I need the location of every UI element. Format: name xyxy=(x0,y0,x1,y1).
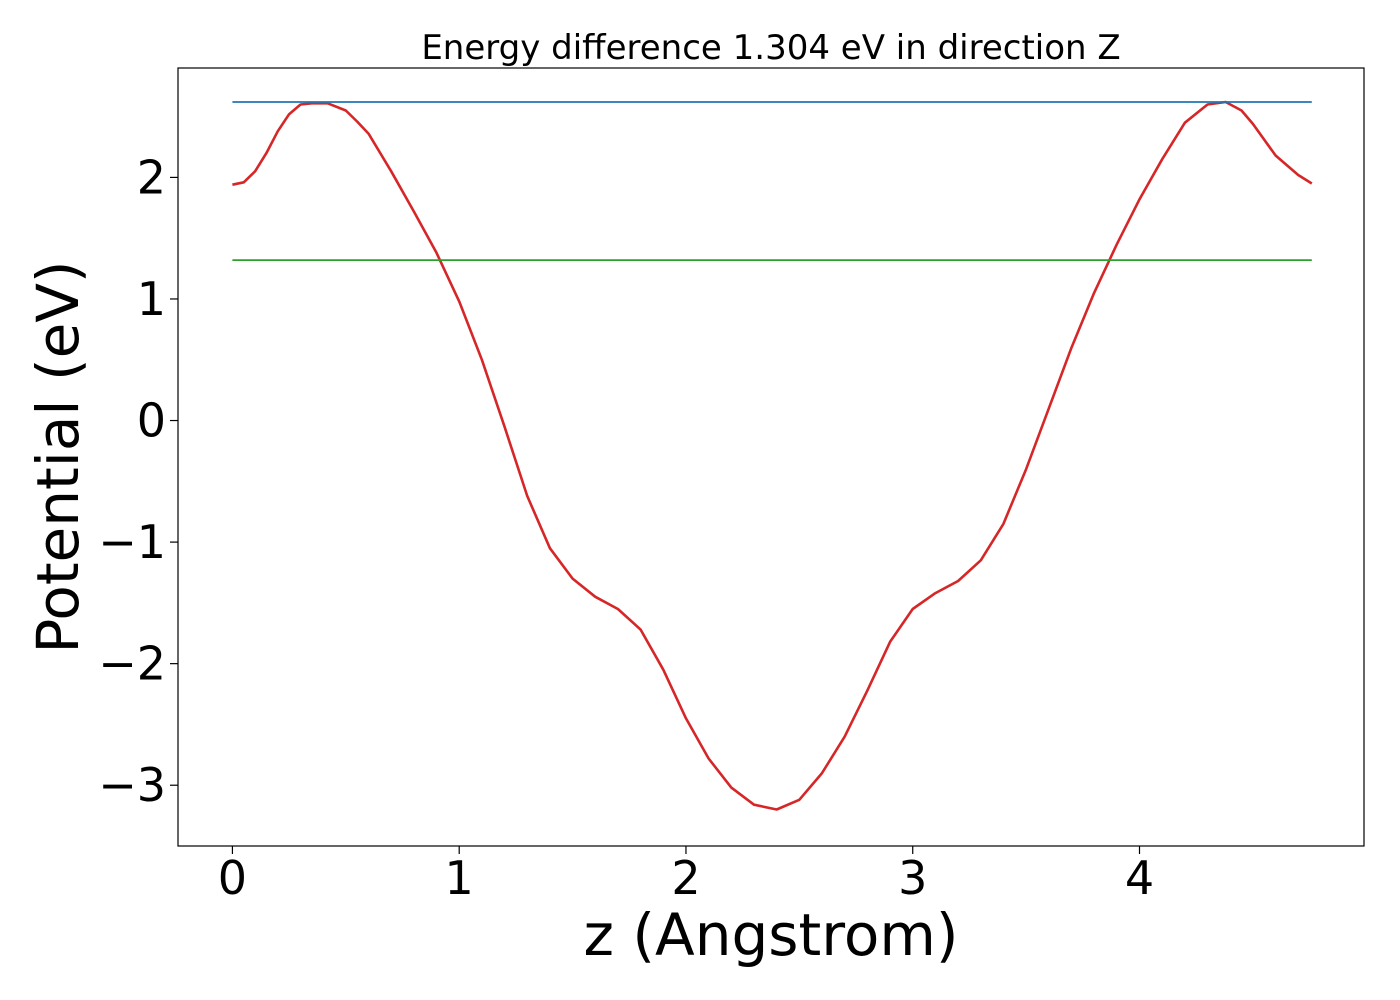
chart-title: Energy difference 1.304 eV in direction … xyxy=(421,28,1120,68)
y-tick-label: −3 xyxy=(98,758,166,812)
plot-frame xyxy=(177,67,1365,847)
x-axis: 0 1 2 3 4 xyxy=(218,846,1154,905)
x-tick-label: 0 xyxy=(218,851,247,905)
x-tick-label: 4 xyxy=(1125,851,1154,905)
x-tick-label: 3 xyxy=(898,851,927,905)
y-axis: −3 −2 −1 0 1 2 xyxy=(98,150,178,812)
x-tick-label: 2 xyxy=(671,851,700,905)
potential-line xyxy=(232,100,1313,811)
y-tick-label: −2 xyxy=(98,637,166,691)
y-tick-label: 1 xyxy=(137,272,166,326)
x-axis-label: z (Angstrom) xyxy=(584,901,959,969)
y-tick-label: 0 xyxy=(137,394,166,448)
plot-area xyxy=(232,100,1313,811)
y-tick-label: −1 xyxy=(98,515,166,569)
x-tick-label: 1 xyxy=(445,851,474,905)
y-axis-label: Potential (eV) xyxy=(24,260,92,653)
y-tick-label: 2 xyxy=(137,150,166,204)
